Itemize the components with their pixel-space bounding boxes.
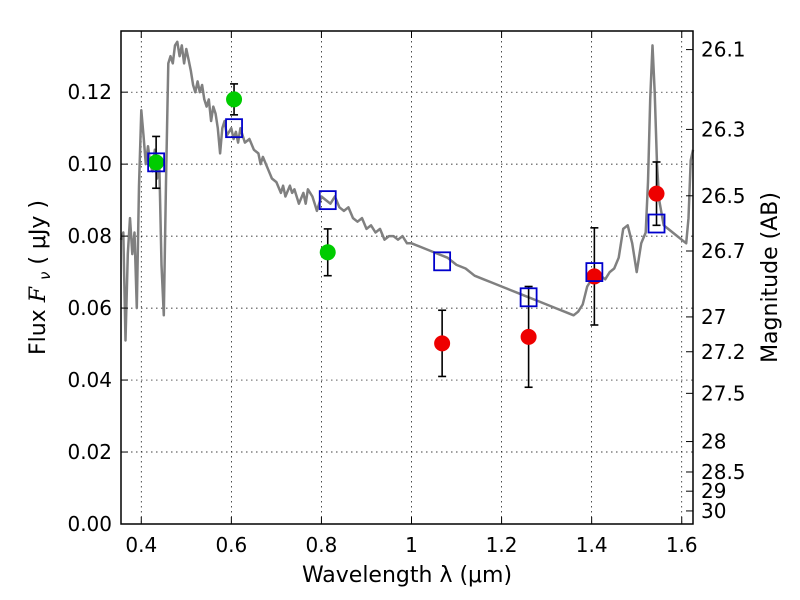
x-tick-label: 0.6	[215, 533, 247, 557]
y2-tick-label: 26.3	[701, 117, 746, 141]
y-tick-label: 0.00	[67, 512, 112, 536]
red-point	[520, 328, 537, 345]
model-square	[647, 213, 666, 234]
x-tick-label: 1.2	[486, 533, 518, 557]
x-tick-label: 0.4	[125, 533, 157, 557]
y2-tick-label: 27.5	[701, 381, 746, 405]
y2-tick-label: 27	[701, 305, 726, 329]
x-tick-label: 1	[405, 533, 418, 557]
green-point	[319, 244, 336, 261]
y2-tick-label: 26.7	[701, 239, 746, 263]
green-point	[226, 91, 243, 108]
y2-tick-label: 26.1	[701, 38, 746, 62]
model-square	[147, 152, 166, 173]
y-axis-label: Flux F ν ( μJy )	[26, 200, 56, 355]
y2-tick-label: 27.2	[701, 340, 746, 364]
red-point	[434, 335, 451, 352]
photometry-points-layer	[148, 91, 665, 352]
green-point	[148, 154, 165, 171]
y-tick-label: 0.04	[67, 368, 112, 392]
y-axis-label-subscript: ν	[36, 272, 54, 280]
red-point	[586, 268, 603, 285]
model-photometry-layer	[147, 118, 666, 308]
y-tick-label: 0.02	[67, 440, 112, 464]
y-axis-label-prefix: Flux	[26, 302, 51, 355]
x-tick-label: 1.6	[666, 533, 698, 557]
x-axis-label: Wavelength λ (μm)	[302, 563, 512, 588]
model-spectrum-line	[119, 40, 695, 342]
y2-tick-label: 28	[701, 430, 726, 454]
tick-labels: 0.4 0.6 0.8 1 1.2 1.4 1.6 0.00 0.02 0.04 0.06 0.08 0…	[67, 38, 745, 557]
axis-ticks	[121, 31, 693, 525]
y2-axis-label: Magnitude (AB)	[758, 192, 783, 363]
model-spectrum-layer	[119, 40, 695, 342]
y-tick-label: 0.08	[67, 224, 112, 248]
y-tick-label: 0.06	[67, 296, 112, 320]
y-axis-label-symbol: F	[26, 286, 51, 303]
red-point	[648, 185, 665, 202]
x-tick-label: 0.8	[306, 533, 338, 557]
model-square	[225, 118, 243, 139]
error-bars-layer	[152, 83, 661, 389]
y2-tick-label: 30	[701, 499, 726, 523]
model-square	[433, 251, 452, 272]
model-square	[585, 262, 604, 283]
model-square	[318, 190, 337, 211]
y-axis-label-suffix: ( μJy )	[26, 200, 51, 265]
plot-frame	[120, 30, 694, 525]
y2-tick-label: 28.5	[701, 460, 746, 484]
y2-tick-label: 29	[701, 479, 726, 503]
model-square	[519, 287, 538, 308]
x-tick-label: 1.4	[576, 533, 608, 557]
y2-tick-label: 26.5	[701, 184, 746, 208]
y-tick-label: 0.10	[67, 152, 112, 176]
y-tick-label: 0.12	[67, 80, 112, 104]
